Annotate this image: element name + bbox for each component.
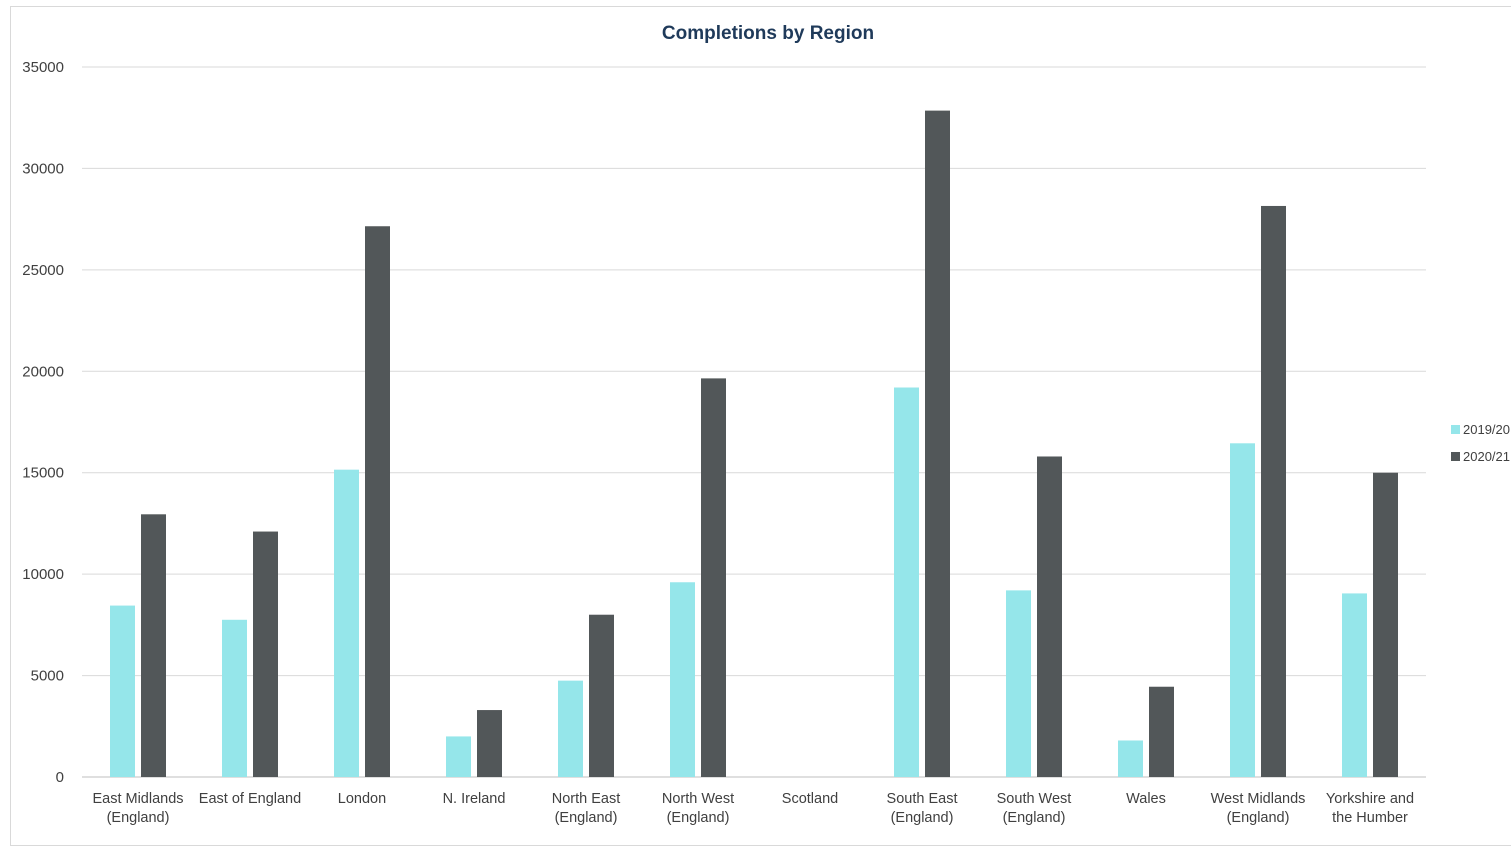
bar-series2 <box>141 514 166 777</box>
y-tick-label: 10000 <box>22 566 64 583</box>
x-tick-label: Wales <box>1126 791 1166 807</box>
bar-series1 <box>446 736 471 777</box>
y-tick-label: 25000 <box>22 262 64 279</box>
bar-series1 <box>222 619 247 777</box>
gridlines <box>82 66 1426 778</box>
x-tick-label: Yorkshire and the Humber <box>1326 791 1414 826</box>
x-tick-label: N. Ireland <box>443 791 506 807</box>
x-tick-label: London <box>338 791 386 807</box>
x-tick-label: West Midlands (England) <box>1211 791 1306 826</box>
bar-series2 <box>365 226 390 777</box>
y-axis-ticks: 0 5000 10000 15000 20000 25000 30000 35000 <box>22 59 64 786</box>
bar-series2 <box>701 378 726 777</box>
bar-series2 <box>1373 472 1398 777</box>
y-tick-label: 35000 <box>22 59 64 76</box>
bar-series1 <box>1342 593 1367 777</box>
x-tick-label: East of England <box>199 791 301 807</box>
bar-series2 <box>925 110 950 778</box>
x-tick-label: East Midlands (England) <box>92 791 183 826</box>
bar-series1 <box>894 387 919 777</box>
bar-series2 <box>1149 686 1174 777</box>
bar-series1 <box>558 680 583 777</box>
legend: 2019/20 2020/21 <box>1451 422 1510 464</box>
bar-series1 <box>110 605 135 777</box>
y-tick-label: 0 <box>56 769 64 786</box>
x-tick-label: Scotland <box>782 791 838 807</box>
bar-series1 <box>334 469 359 777</box>
bar-series2 <box>477 710 502 777</box>
chart-title: Completions by Region <box>662 23 874 44</box>
legend-label: 2020/21 <box>1463 449 1510 464</box>
bar-series2 <box>1261 205 1286 777</box>
legend-swatch <box>1451 452 1460 461</box>
x-axis-labels: East Midlands (England) East of England Lon… <box>92 791 1414 826</box>
legend-swatch <box>1451 425 1460 434</box>
bars <box>110 110 1398 778</box>
bar-series1 <box>670 582 695 777</box>
bar-series2 <box>1037 456 1062 777</box>
bar-series2 <box>253 531 278 777</box>
y-tick-label: 20000 <box>22 363 64 380</box>
y-tick-label: 5000 <box>31 668 64 685</box>
bar-series1 <box>1006 590 1031 777</box>
x-tick-label: South West (England) <box>997 791 1072 826</box>
bar-series1 <box>1118 740 1143 777</box>
bar-series2 <box>589 614 614 777</box>
x-tick-label: South East (England) <box>887 791 958 826</box>
bar-series1 <box>1230 443 1255 777</box>
legend-label: 2019/20 <box>1463 422 1510 437</box>
y-tick-label: 30000 <box>22 160 64 177</box>
x-tick-label: North East (England) <box>552 791 621 826</box>
y-tick-label: 15000 <box>22 465 64 482</box>
x-tick-label: North West (England) <box>662 791 734 826</box>
